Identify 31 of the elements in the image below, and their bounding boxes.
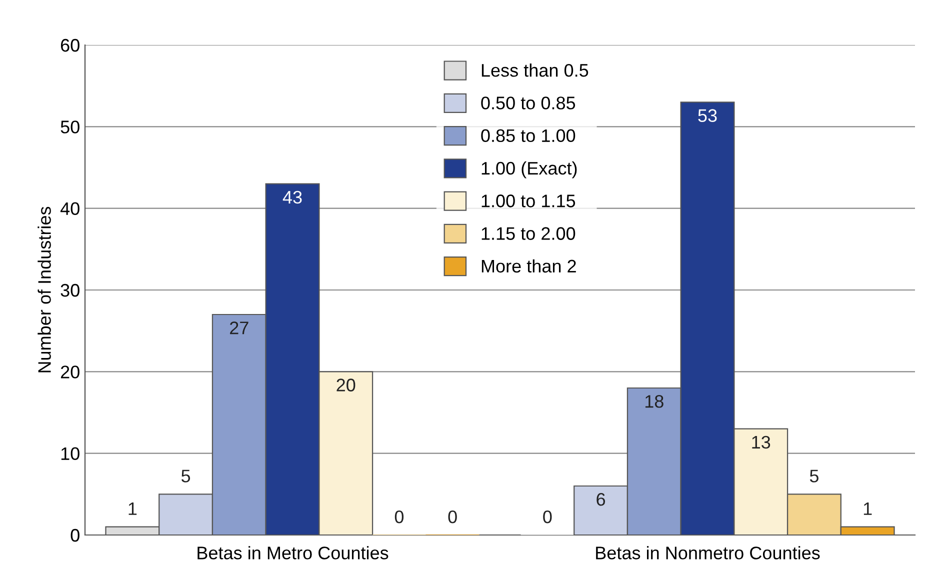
data-label: 0 xyxy=(543,510,552,524)
y-tick-label: 10 xyxy=(61,447,80,460)
x-tick-label: Betas in Nonmetro Counties xyxy=(596,546,820,560)
data-label: 1 xyxy=(128,502,137,515)
data-label: 6 xyxy=(596,493,606,506)
data-label: 13 xyxy=(752,436,770,449)
data-label: 43 xyxy=(282,190,302,204)
legend-label: More than 2 xyxy=(482,259,576,273)
data-label: 53 xyxy=(698,109,717,122)
y-tick-label: 20 xyxy=(60,366,80,378)
y-tick-label: 0 xyxy=(70,528,80,542)
x-tick-label: Betas in Metro Counties xyxy=(198,546,388,560)
y-tick-label: 50 xyxy=(60,120,80,134)
data-label: 18 xyxy=(645,395,664,408)
legend-label: 1.00 (Exact) xyxy=(482,161,577,178)
data-label: 5 xyxy=(810,470,818,482)
legend-label: Less than 0.5 xyxy=(482,64,588,77)
legend-label: 0.50 to 0.85 xyxy=(481,96,576,110)
y-axis-title: Number of Industries xyxy=(38,206,51,372)
legend-label: 1.15 to 2.00 xyxy=(482,227,576,240)
data-label: 0 xyxy=(394,510,404,524)
y-tick-label: 60 xyxy=(60,38,80,52)
data-label: 5 xyxy=(181,470,190,482)
data-label: 27 xyxy=(230,322,248,334)
data-label: 20 xyxy=(336,378,356,392)
legend-label: 1.00 to 1.15 xyxy=(482,194,576,208)
y-tick-label: 40 xyxy=(60,202,80,216)
data-label: 1 xyxy=(864,502,872,515)
legend-label: 0.85 to 1.00 xyxy=(481,129,576,142)
data-label: 0 xyxy=(448,510,457,524)
y-tick-label: 30 xyxy=(60,284,80,297)
